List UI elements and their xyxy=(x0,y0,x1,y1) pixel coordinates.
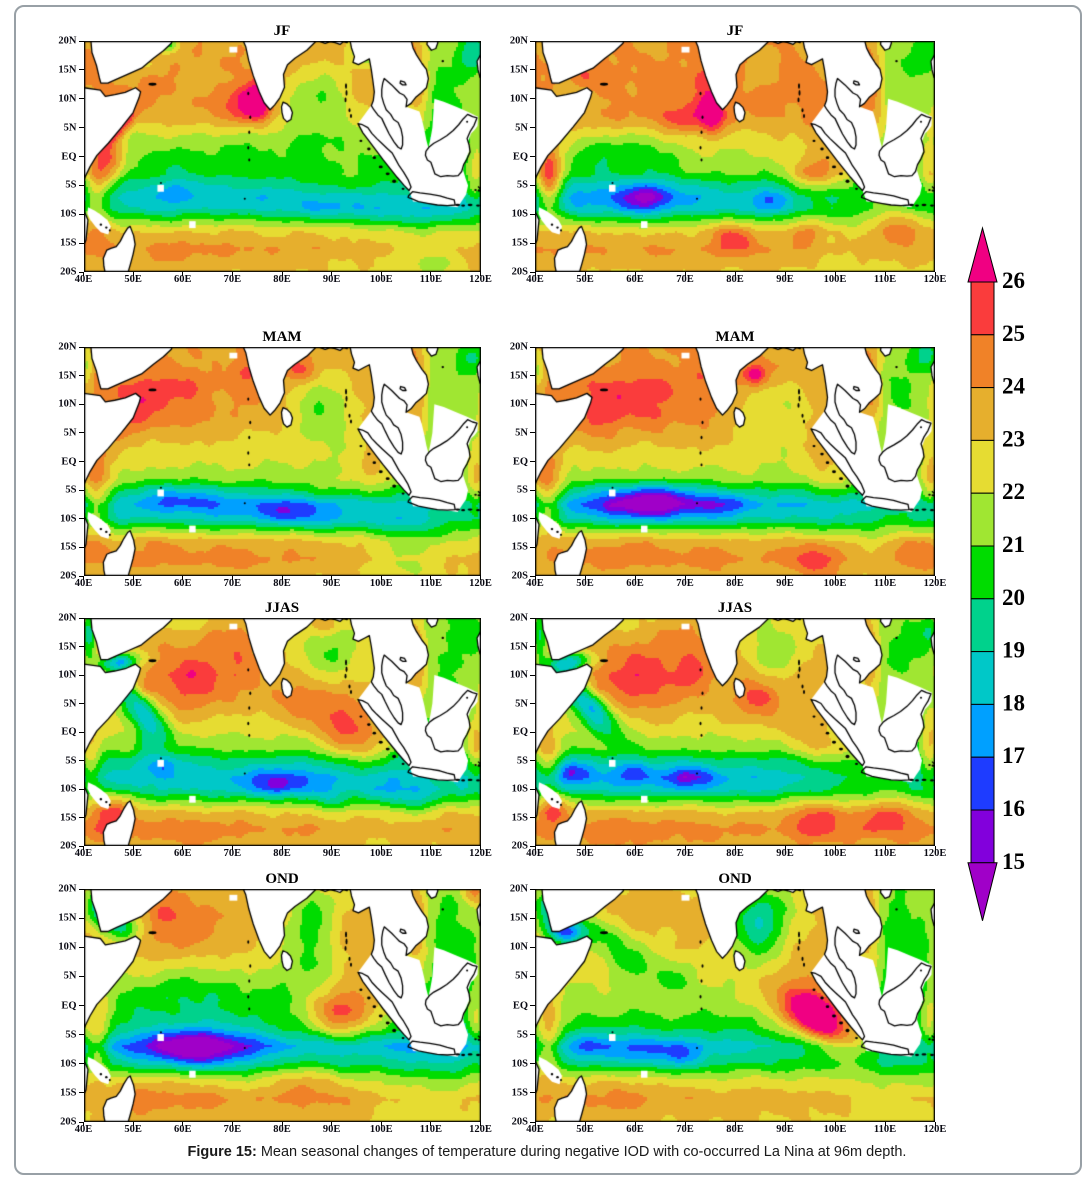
svg-text:15: 15 xyxy=(1002,849,1025,874)
svg-text:26: 26 xyxy=(1002,268,1025,293)
svg-text:19: 19 xyxy=(1002,638,1025,663)
svg-text:22: 22 xyxy=(1002,479,1025,504)
svg-text:17: 17 xyxy=(1002,743,1025,768)
svg-text:24: 24 xyxy=(1002,374,1026,399)
svg-text:16: 16 xyxy=(1002,796,1025,821)
svg-text:23: 23 xyxy=(1002,426,1025,451)
svg-text:20: 20 xyxy=(1002,585,1025,610)
svg-text:18: 18 xyxy=(1002,690,1025,715)
svg-text:21: 21 xyxy=(1002,532,1025,557)
svg-text:25: 25 xyxy=(1002,321,1025,346)
